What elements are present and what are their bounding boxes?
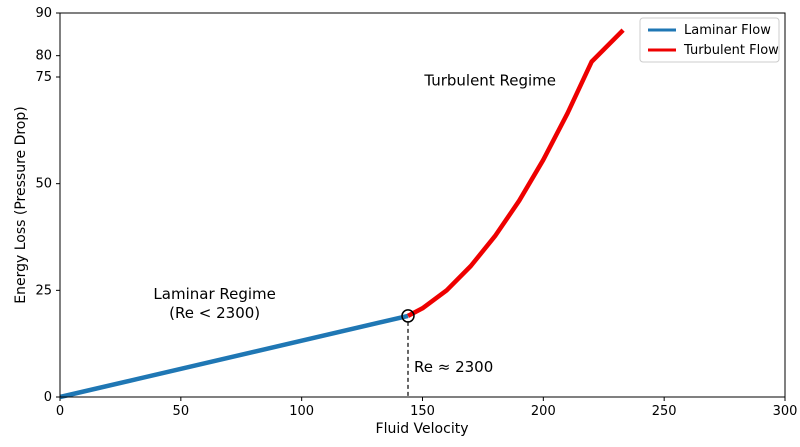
- series-layer: [59, 28, 625, 400]
- y-tick-label: 90: [35, 6, 52, 21]
- y-tick-label: 50: [35, 177, 52, 192]
- x-tick-label: 250: [652, 404, 677, 419]
- y-tick-label: 75: [35, 70, 52, 85]
- x-tick-label: 150: [410, 404, 435, 419]
- legend-label-turbulent: Turbulent Flow: [683, 43, 779, 58]
- series-line-1: [406, 28, 625, 318]
- x-tick-label: 50: [173, 404, 190, 419]
- transition-label: Re ≈ 2300: [414, 358, 493, 376]
- annotations: Laminar Regime(Re < 2300) Turbulent Regim…: [153, 72, 556, 323]
- plot-frame: [59, 12, 786, 398]
- x-axis-ticks: 0 50 100 150 200 250 300: [56, 397, 798, 419]
- x-axis-label: Fluid Velocity: [376, 421, 469, 437]
- legend-label-laminar: Laminar Flow: [684, 23, 771, 38]
- y-tick-label: 80: [35, 49, 52, 64]
- annotation-text: Turbulent Regime: [423, 72, 556, 90]
- x-tick-label: 0: [56, 404, 64, 419]
- x-tick-label: 300: [773, 404, 798, 419]
- annotation-text: (Re < 2300): [169, 304, 260, 322]
- transition-marker: [401, 309, 415, 323]
- x-tick-label: 200: [531, 404, 556, 419]
- y-tick-label: 25: [35, 283, 52, 298]
- y-axis-ticks: 0 25 50 75 80 90: [35, 6, 60, 405]
- x-tick-label: 100: [289, 404, 314, 419]
- plot-area: [60, 13, 785, 397]
- series-line-0: [59, 313, 409, 400]
- legend: Laminar Flow Turbulent Flow: [639, 17, 780, 63]
- y-axis-label: Energy Loss (Pressure Drop): [13, 106, 29, 303]
- y-tick-label: 0: [44, 390, 52, 405]
- annotation-text: Laminar Regime: [153, 285, 275, 303]
